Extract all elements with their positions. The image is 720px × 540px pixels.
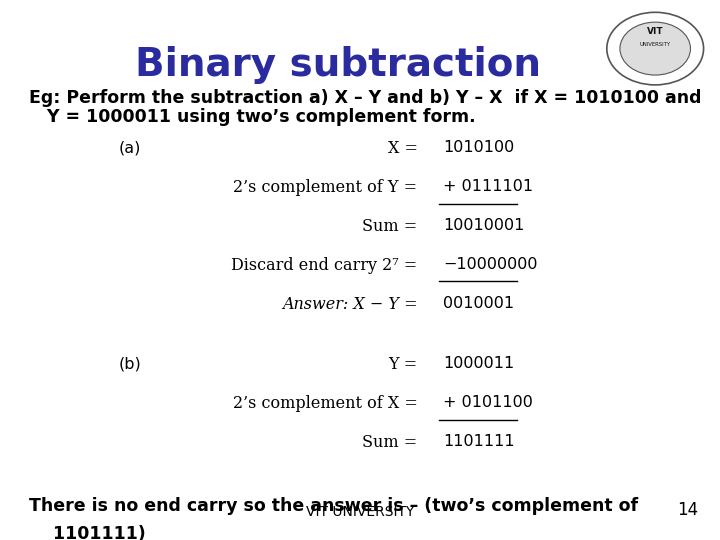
Text: 14: 14: [678, 502, 698, 519]
Text: Eg: Perform the subtraction a) X – Y and b) Y – X  if X = 1010100 and: Eg: Perform the subtraction a) X – Y and…: [29, 89, 701, 107]
Text: Y =: Y =: [388, 356, 418, 373]
Text: (a): (a): [118, 140, 141, 156]
Text: 1010100: 1010100: [443, 140, 514, 156]
Text: VIT UNIVERSITY: VIT UNIVERSITY: [306, 505, 414, 519]
Text: 2’s complement of X =: 2’s complement of X =: [233, 395, 418, 412]
Text: 1101111: 1101111: [443, 434, 514, 449]
Text: −10000000: −10000000: [443, 257, 537, 272]
Text: 2’s complement of Y =: 2’s complement of Y =: [233, 179, 418, 196]
Text: 1000011: 1000011: [443, 356, 514, 372]
Text: Y = 1000011 using two’s complement form.: Y = 1000011 using two’s complement form.: [29, 108, 475, 126]
Text: X =: X =: [387, 140, 418, 157]
Text: Binary subtraction: Binary subtraction: [135, 46, 541, 84]
Text: There is no end carry so the answer is – (two’s complement of: There is no end carry so the answer is –…: [29, 497, 638, 515]
Text: + 0101100: + 0101100: [443, 395, 533, 410]
Text: Discard end carry 2⁷ =: Discard end carry 2⁷ =: [231, 257, 418, 274]
Text: Sum =: Sum =: [362, 434, 418, 451]
Circle shape: [620, 22, 690, 75]
Text: + 0111101: + 0111101: [443, 179, 533, 194]
Text: VIT: VIT: [647, 28, 664, 37]
Text: (b): (b): [118, 356, 141, 372]
Text: 1101111): 1101111): [29, 525, 145, 540]
Text: 10010001: 10010001: [443, 218, 524, 233]
Text: Sum =: Sum =: [362, 218, 418, 235]
Text: 0010001: 0010001: [443, 296, 514, 311]
Text: UNIVERSITY: UNIVERSITY: [639, 42, 671, 46]
Text: Answer: X − Y =: Answer: X − Y =: [282, 296, 418, 313]
